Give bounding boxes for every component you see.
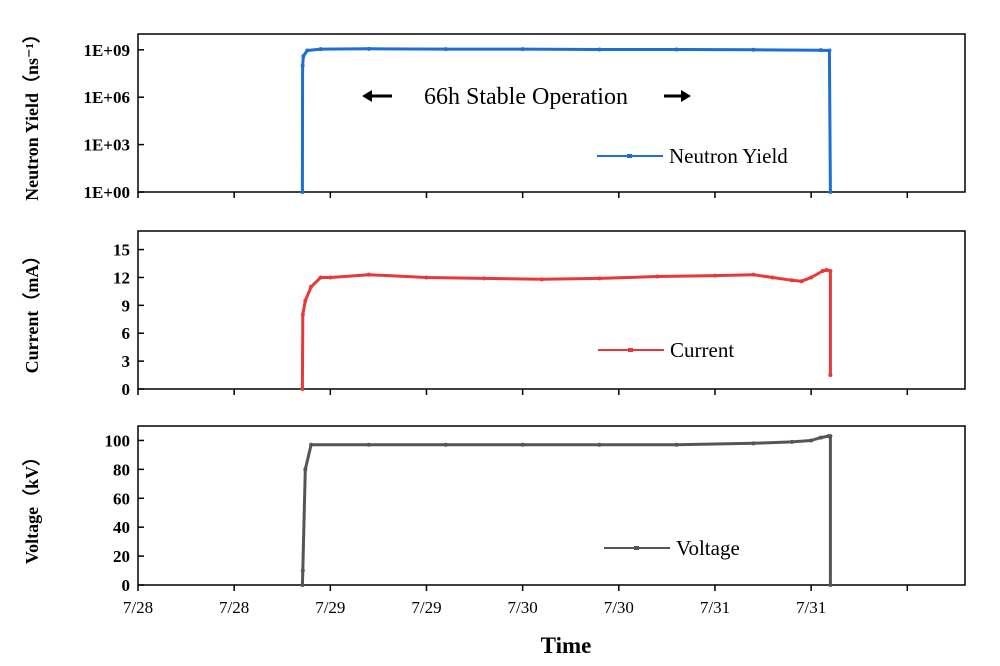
- current-data-point: [820, 268, 825, 273]
- neutron-panel-frame: [137, 33, 966, 193]
- neutron-data-point: [301, 54, 306, 59]
- series-layer: [300, 46, 833, 587]
- xtick-label: 7/31: [796, 598, 826, 617]
- neutron-data-point: [318, 47, 323, 52]
- current-ytick-label: 15: [113, 241, 130, 260]
- current-data-point: [828, 268, 833, 273]
- voltage-data-point: [674, 442, 679, 447]
- voltage-series-line: [300, 434, 832, 586]
- neutron-yaxis-title: Neutron Yield（ns⁻¹）: [22, 25, 42, 201]
- ticks-layer: 1E+00 1E+03 1E+06 1E+09 0 3 6 9 12 15 0 20 40 60 80 100…: [83, 41, 909, 617]
- current-panel-frame: [137, 230, 966, 390]
- current-data-point: [303, 298, 308, 303]
- neutron-legend-label: Neutron Yield: [669, 144, 788, 168]
- neutron-data-point: [305, 48, 310, 53]
- neutron-ytick-label: 1E+09: [83, 41, 130, 60]
- current-legend: Current: [598, 338, 734, 362]
- current-data-point: [309, 284, 314, 289]
- current-data-point: [300, 387, 305, 391]
- xtick-label: 7/28: [219, 598, 249, 617]
- current-legend-label: Current: [670, 338, 734, 362]
- voltage-ytick-label: 80: [113, 460, 130, 479]
- current-data-point: [539, 277, 544, 282]
- voltage-data-point: [443, 442, 448, 447]
- voltage-data-point: [309, 442, 314, 447]
- xaxis-title: Time: [541, 633, 592, 658]
- neutron-data-point: [751, 47, 756, 52]
- current-data-point: [789, 278, 794, 283]
- current-data-point: [366, 272, 371, 277]
- neutron-data-point: [828, 190, 833, 194]
- voltage-data-point: [520, 442, 525, 447]
- xtick-label: 7/29: [411, 598, 441, 617]
- neutron-legend: Neutron Yield: [597, 144, 788, 168]
- current-data-point: [751, 272, 756, 277]
- annotation-text: 66h Stable Operation: [424, 84, 628, 110]
- voltage-data-point: [751, 441, 756, 446]
- neutron-data-point: [597, 47, 602, 52]
- voltage-ytick-label: 40: [113, 518, 130, 537]
- neutron-data-point: [443, 47, 448, 52]
- voltage-data-point: [300, 568, 305, 573]
- neutron-data-point: [674, 47, 679, 52]
- neutron-data-point: [818, 48, 823, 53]
- current-ytick-label: 12: [113, 268, 130, 287]
- voltage-legend: Voltage: [604, 536, 740, 560]
- current-data-point: [328, 275, 333, 280]
- current-ytick-label: 6: [122, 324, 131, 343]
- current-data-point: [770, 275, 775, 280]
- neutron-series-line: [300, 47, 832, 193]
- current-ytick-label: 0: [122, 380, 131, 399]
- current-ytick-label: 9: [122, 296, 131, 315]
- voltage-ytick-label: 20: [113, 547, 130, 566]
- neutron-data-point: [300, 63, 305, 68]
- current-data-point: [482, 276, 487, 281]
- voltage-data-point: [828, 434, 833, 439]
- current-data-point: [655, 274, 660, 279]
- current-data-point: [824, 268, 829, 273]
- neutron-ytick-label: 1E+06: [83, 88, 130, 107]
- current-ytick-label: 3: [122, 352, 131, 371]
- current-data-point: [799, 279, 804, 284]
- stable-operation-annotation: 66h Stable Operation: [362, 84, 691, 110]
- current-series-line: [300, 268, 832, 390]
- xtick-label: 7/28: [123, 598, 153, 617]
- xtick-label: 7/31: [700, 598, 730, 617]
- current-data-point: [809, 275, 814, 280]
- current-data-point: [597, 276, 602, 281]
- current-data-point: [712, 273, 717, 278]
- current-data-point: [424, 275, 429, 280]
- neutron-ytick-label: 1E+00: [83, 183, 130, 202]
- voltage-data-point: [818, 435, 823, 440]
- voltage-data-point: [828, 583, 833, 587]
- voltage-panel-frame: [137, 425, 966, 586]
- current-data-point: [300, 312, 305, 317]
- voltage-data-point: [789, 439, 794, 444]
- current-data-point: [318, 275, 323, 280]
- voltage-data-point: [300, 583, 305, 587]
- xtick-label: 7/30: [604, 598, 634, 617]
- neutron-data-point: [300, 190, 305, 194]
- voltage-ytick-label: 100: [105, 431, 131, 450]
- xtick-label: 7/29: [315, 598, 345, 617]
- voltage-data-point: [303, 467, 308, 472]
- voltage-data-point: [809, 438, 814, 443]
- voltage-data-point: [366, 442, 371, 447]
- current-yaxis-title: Current（mA）: [22, 247, 42, 374]
- voltage-yaxis-title: Voltage（kV）: [22, 448, 42, 564]
- xtick-label: 7/30: [508, 598, 538, 617]
- voltage-legend-label: Voltage: [676, 536, 740, 560]
- current-data-point: [828, 373, 833, 378]
- voltage-data-point: [597, 442, 602, 447]
- neutron-data-point: [827, 48, 832, 53]
- neutron-data-point: [520, 47, 525, 52]
- neutron-ytick-label: 1E+03: [83, 136, 130, 155]
- voltage-ytick-label: 0: [122, 576, 131, 595]
- voltage-ytick-label: 60: [113, 489, 130, 508]
- neutron-data-point: [366, 46, 371, 51]
